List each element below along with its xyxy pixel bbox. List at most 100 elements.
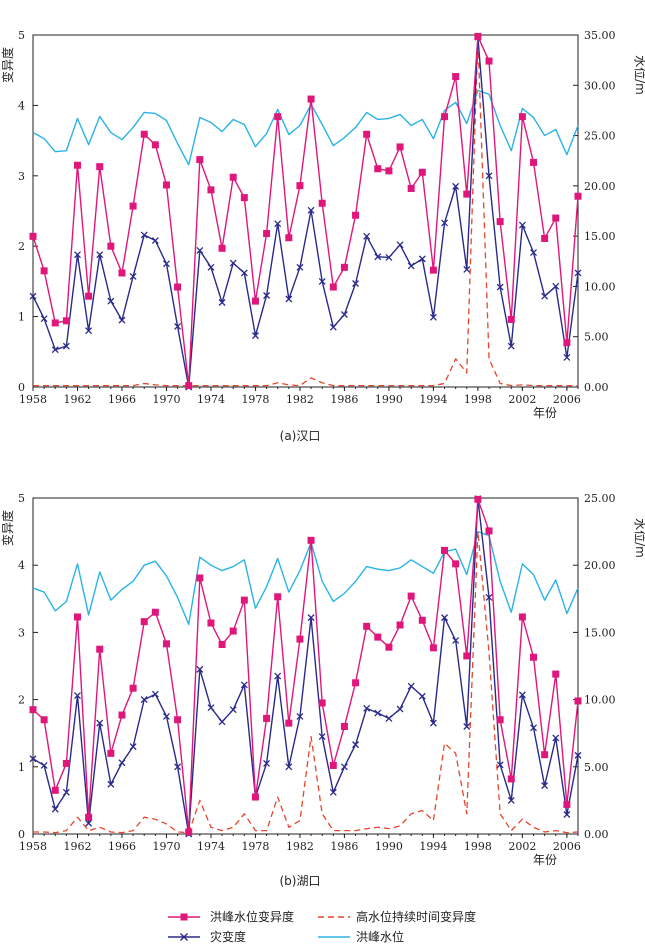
series-line-level xyxy=(32,89,579,166)
left-tick-label: 2 xyxy=(18,240,25,253)
point-disaster xyxy=(463,265,471,273)
point-variability xyxy=(552,214,560,222)
left-tick-label: 3 xyxy=(18,170,25,183)
legend-label-duration: 高水位持续时间变异度 xyxy=(356,909,476,924)
point-disaster xyxy=(530,249,537,256)
point-variability xyxy=(263,714,271,722)
point-variability xyxy=(62,759,70,767)
point-variability xyxy=(240,596,248,604)
point-disaster xyxy=(418,692,426,700)
point-disaster xyxy=(374,253,382,261)
point-variability xyxy=(396,621,404,629)
point-disaster xyxy=(40,315,48,323)
point-variability xyxy=(229,627,237,635)
point-variability xyxy=(307,536,315,544)
point-variability xyxy=(518,113,526,121)
point-disaster xyxy=(51,346,59,354)
x-tick-label: 1994 xyxy=(419,840,447,853)
caption-hankou: (a)汉口 xyxy=(280,429,321,443)
point-variability xyxy=(463,190,471,198)
point-disaster xyxy=(385,254,393,261)
right-tick-label: 30.00 xyxy=(584,79,616,92)
point-disaster xyxy=(329,788,337,796)
y-axis-right-title: 水位/m xyxy=(633,55,645,95)
point-disaster xyxy=(62,342,70,350)
point-variability xyxy=(40,716,48,724)
point-disaster xyxy=(441,219,448,227)
legend-label-disaster: 灾变度 xyxy=(210,929,246,944)
point-disaster xyxy=(363,704,371,712)
point-variability xyxy=(318,699,326,707)
point-variability xyxy=(140,130,148,138)
x-tick-label: 1970 xyxy=(152,393,180,406)
y-axis-left-title: 变异度 xyxy=(0,47,15,83)
x-tick-label: 1998 xyxy=(464,393,492,406)
plot-frame xyxy=(32,497,579,835)
x-tick-label: 1978 xyxy=(241,840,269,853)
point-disaster xyxy=(507,796,515,804)
point-variability xyxy=(285,234,293,242)
point-disaster xyxy=(29,292,37,300)
point-disaster xyxy=(340,763,348,771)
point-variability xyxy=(29,232,37,240)
point-disaster xyxy=(518,221,526,229)
point-disaster xyxy=(285,763,293,771)
legend-label-variability: 洪峰水位变异度 xyxy=(210,909,294,924)
point-variability xyxy=(40,267,48,275)
point-variability xyxy=(552,670,560,678)
point-variability xyxy=(363,130,371,138)
point-disaster xyxy=(274,220,282,228)
point-disaster xyxy=(129,273,137,280)
point-disaster xyxy=(574,269,582,277)
point-variability xyxy=(340,722,348,730)
point-variability xyxy=(418,168,426,176)
point-variability xyxy=(196,574,204,582)
left-tick-label: 2 xyxy=(18,694,25,707)
point-variability xyxy=(507,775,515,783)
point-disaster xyxy=(96,251,104,259)
x-tick-label: 1966 xyxy=(108,393,136,406)
point-variability xyxy=(374,633,382,641)
point-disaster xyxy=(140,696,148,704)
point-disaster xyxy=(407,682,415,690)
point-disaster xyxy=(396,241,404,249)
point-disaster xyxy=(441,614,448,622)
point-variability xyxy=(496,716,504,724)
x-tick-label: 1998 xyxy=(464,840,492,853)
point-variability xyxy=(96,645,104,653)
left-tick-label: 1 xyxy=(18,761,25,774)
point-disaster xyxy=(285,295,293,303)
x-axis-title: 年份 xyxy=(533,853,557,867)
point-disaster xyxy=(263,292,271,299)
point-disaster xyxy=(229,706,237,714)
x-tick-label: 1974 xyxy=(197,840,225,853)
point-disaster xyxy=(107,297,115,305)
point-variability xyxy=(496,218,504,226)
point-variability xyxy=(463,652,471,660)
right-tick-label: 10.00 xyxy=(584,694,616,707)
point-variability xyxy=(530,653,538,661)
point-disaster xyxy=(340,311,348,318)
point-variability xyxy=(107,749,115,757)
point-disaster xyxy=(507,342,515,350)
right-tick-label: 35.00 xyxy=(584,29,616,42)
point-disaster xyxy=(329,323,337,331)
point-disaster xyxy=(541,782,549,790)
point-variability xyxy=(452,73,460,81)
point-variability xyxy=(340,263,348,271)
legend-label-level: 洪峰水位 xyxy=(356,929,404,944)
point-disaster xyxy=(129,743,137,751)
legend: 洪峰水位变异度 高水位持续时间变异度 灾变度 洪峰水位 xyxy=(168,909,476,944)
point-variability xyxy=(374,165,382,173)
point-disaster xyxy=(352,741,360,749)
left-tick-label: 5 xyxy=(18,29,25,42)
point-disaster xyxy=(263,759,271,767)
point-disaster xyxy=(296,712,304,720)
point-disaster xyxy=(429,313,437,321)
series-line-disaster xyxy=(32,497,579,835)
point-variability xyxy=(429,266,437,274)
point-variability xyxy=(129,684,137,692)
point-disaster xyxy=(118,316,126,324)
point-disaster xyxy=(240,269,248,277)
point-variability xyxy=(118,711,126,719)
